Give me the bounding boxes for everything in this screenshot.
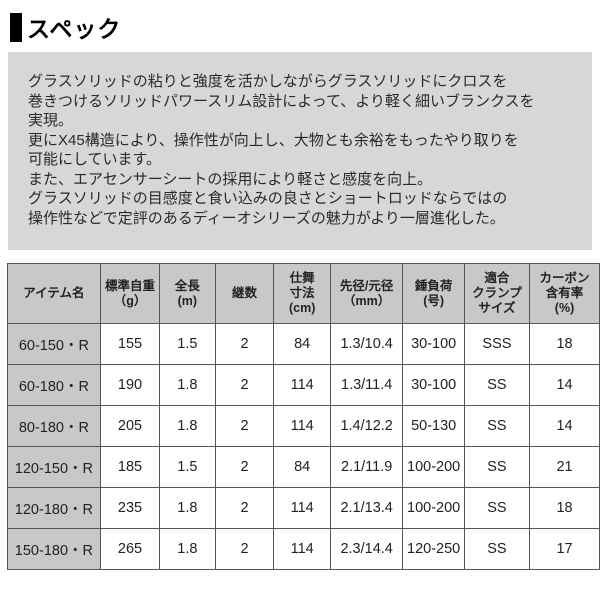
value-cell: 114	[273, 528, 331, 570]
value-cell: 235	[99, 487, 161, 529]
value-cell: 114	[273, 364, 331, 406]
column-header: アイテム名	[7, 263, 101, 324]
table-row: 120-150・R 185 1.5 2 84 2.1/11.9 100-200 SS 21	[7, 446, 600, 488]
column-header: 錘負荷 (号)	[402, 263, 465, 324]
value-cell: 1.3/10.4	[329, 323, 404, 365]
table-header-row: アイテム名 標準自重 （g） 全長 (m) 継数 仕舞 寸法 (cm) 先径/元径 （mm…	[7, 263, 600, 324]
value-cell: 120-250	[402, 528, 465, 570]
value-cell: 1.3/11.4	[329, 364, 404, 406]
value-cell: 2	[214, 487, 275, 529]
item-name-cell: 150-180・R	[7, 528, 101, 570]
value-cell: 155	[99, 323, 161, 365]
value-cell: 1.8	[159, 364, 216, 406]
section-heading: スペック	[0, 0, 600, 44]
column-header: 適合 クランプ サイズ	[463, 263, 531, 324]
spec-table: アイテム名 標準自重 （g） 全長 (m) 継数 仕舞 寸法 (cm) 先径/元径 （mm…	[7, 263, 600, 570]
value-cell: 14	[529, 405, 600, 447]
value-cell: SS	[463, 528, 531, 570]
table-row: 80-180・R 205 1.8 2 114 1.4/12.2 50-130 SS 14	[7, 405, 600, 447]
value-cell: 18	[529, 323, 600, 365]
item-name-cell: 60-150・R	[7, 323, 101, 365]
value-cell: 1.8	[159, 405, 216, 447]
value-cell: SS	[463, 487, 531, 529]
value-cell: 1.4/12.2	[329, 405, 404, 447]
item-name-cell: 80-180・R	[7, 405, 101, 447]
value-cell: 1.8	[159, 528, 216, 570]
column-header: カーボン 含有率 (%)	[529, 263, 600, 324]
value-cell: 2.3/14.4	[329, 528, 404, 570]
table-row: 60-150・R 155 1.5 2 84 1.3/10.4 30-100 SSS 18	[7, 323, 600, 365]
value-cell: SS	[463, 405, 531, 447]
item-name-cell: 60-180・R	[7, 364, 101, 406]
value-cell: SS	[463, 364, 531, 406]
value-cell: 1.5	[159, 446, 216, 488]
item-name-cell: 120-180・R	[7, 487, 101, 529]
value-cell: 2	[214, 364, 275, 406]
value-cell: 265	[99, 528, 161, 570]
value-cell: 205	[99, 405, 161, 447]
column-header: 継数	[214, 263, 275, 324]
table-row: 150-180・R 265 1.8 2 114 2.3/14.4 120-250 SS 17	[7, 528, 600, 570]
value-cell: SSS	[463, 323, 531, 365]
column-header: 標準自重 （g）	[99, 263, 161, 324]
value-cell: 2	[214, 405, 275, 447]
table-row: 120-180・R 235 1.8 2 114 2.1/13.4 100-200 SS 18	[7, 487, 600, 529]
value-cell: 2	[214, 323, 275, 365]
value-cell: 30-100	[402, 323, 465, 365]
value-cell: 100-200	[402, 487, 465, 529]
column-header: 先径/元径 （mm）	[329, 263, 404, 324]
value-cell: 84	[273, 323, 331, 365]
heading-marker-bar	[10, 12, 22, 42]
value-cell: 1.8	[159, 487, 216, 529]
value-cell: 14	[529, 364, 600, 406]
spec-table-body: 60-150・R 155 1.5 2 84 1.3/10.4 30-100 SSS 18 60-1…	[7, 323, 600, 570]
value-cell: 84	[273, 446, 331, 488]
item-name-cell: 120-150・R	[7, 446, 101, 488]
value-cell: 17	[529, 528, 600, 570]
value-cell: SS	[463, 446, 531, 488]
value-cell: 2.1/13.4	[329, 487, 404, 529]
value-cell: 2.1/11.9	[329, 446, 404, 488]
value-cell: 185	[99, 446, 161, 488]
value-cell: 114	[273, 487, 331, 529]
value-cell: 30-100	[402, 364, 465, 406]
value-cell: 2	[214, 528, 275, 570]
column-header: 仕舞 寸法 (cm)	[273, 263, 331, 324]
value-cell: 114	[273, 405, 331, 447]
value-cell: 100-200	[402, 446, 465, 488]
value-cell: 190	[99, 364, 161, 406]
value-cell: 1.5	[159, 323, 216, 365]
value-cell: 2	[214, 446, 275, 488]
page-title: スペック	[27, 16, 122, 42]
table-row: 60-180・R 190 1.8 2 114 1.3/11.4 30-100 SS 14	[7, 364, 600, 406]
column-header: 全長 (m)	[159, 263, 216, 324]
value-cell: 21	[529, 446, 600, 488]
product-description: グラスソリッドの粘りと強度を活かしながらグラスソリッドにクロスを 巻きつけるソリ…	[8, 52, 592, 250]
value-cell: 50-130	[402, 405, 465, 447]
value-cell: 18	[529, 487, 600, 529]
